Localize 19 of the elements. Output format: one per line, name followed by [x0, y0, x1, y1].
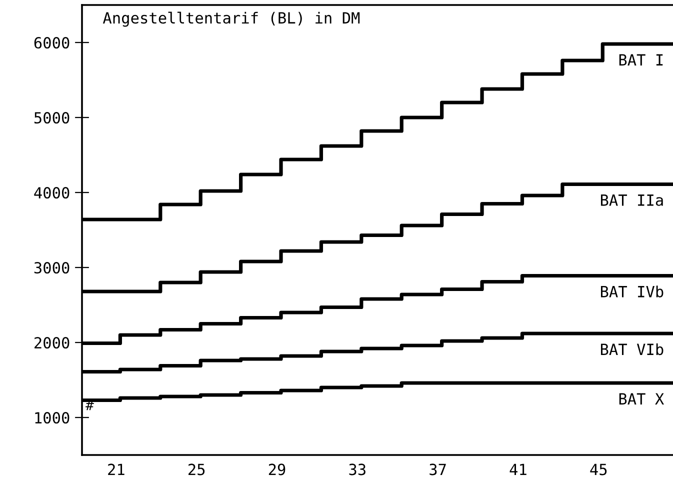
- x-tick-label: 21: [108, 464, 124, 476]
- series-label: BAT X: [619, 393, 664, 404]
- y-tick-label: 5000: [34, 112, 70, 124]
- series-label: BAT IIa: [600, 194, 663, 206]
- y-tick-label: 3000: [34, 262, 70, 274]
- chart-title: Angestelltentarif (BL) in DM: [102, 12, 360, 27]
- y-tick-label: 1000: [35, 412, 70, 424]
- series-label: BAT VIb: [600, 343, 664, 356]
- x-tick-label: 41: [510, 464, 526, 476]
- x-tick-label: 37: [430, 464, 446, 476]
- series-label: BAT I: [619, 54, 663, 66]
- y-tick-label: 2000: [34, 337, 70, 349]
- series-label: BAT IVb: [600, 286, 664, 298]
- x-tick-label: 45: [590, 464, 607, 476]
- y-tick-label: 4000: [34, 187, 70, 199]
- x-tick-label: 29: [268, 464, 286, 476]
- x-tick-label: 25: [188, 464, 205, 476]
- y-tick-label: 6000: [34, 37, 70, 49]
- x-tick-label: 33: [349, 464, 366, 476]
